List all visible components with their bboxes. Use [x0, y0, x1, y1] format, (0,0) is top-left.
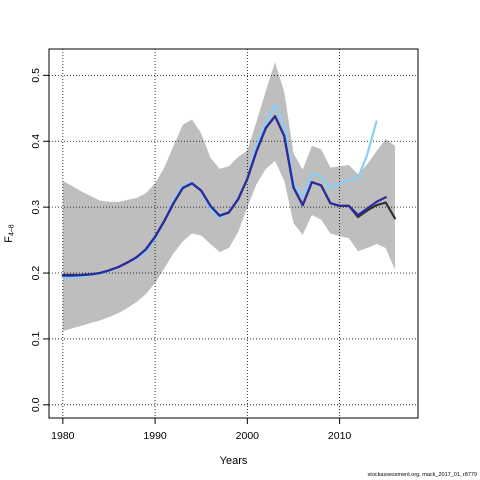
y-axis-title-subscript: 4–8 — [8, 224, 15, 236]
axis-layer: 1980 1990 2000 2010 0.0 0.1 0.2 0.3 0.4 0.5 — [30, 68, 351, 442]
x-axis-title: Years — [220, 455, 248, 467]
y-tick-label: 0.5 — [30, 68, 42, 83]
x-tick-label: 1990 — [143, 430, 167, 442]
source-caption: stockassessment.org, mack_2017_01, r8779 — [367, 472, 477, 478]
y-tick-label: 0.2 — [30, 266, 42, 281]
y-tick-label: 0.1 — [30, 331, 42, 346]
confidence-band — [62, 62, 395, 332]
x-tick-label: 2010 — [328, 430, 352, 442]
series-layer — [61, 103, 397, 279]
y-axis-title-main: F — [3, 236, 15, 243]
y-tick-label: 0.3 — [30, 200, 42, 215]
y-tick-label: 0.0 — [30, 397, 42, 412]
y-axis-title: F4–8 — [3, 224, 15, 243]
series-line-3 — [61, 115, 387, 277]
y-tick-label: 0.4 — [30, 134, 42, 149]
plot-frame — [48, 48, 419, 419]
x-tick-label: 1980 — [51, 430, 75, 442]
x-tick-label: 2000 — [236, 430, 260, 442]
confidence-band-layer — [62, 62, 395, 332]
